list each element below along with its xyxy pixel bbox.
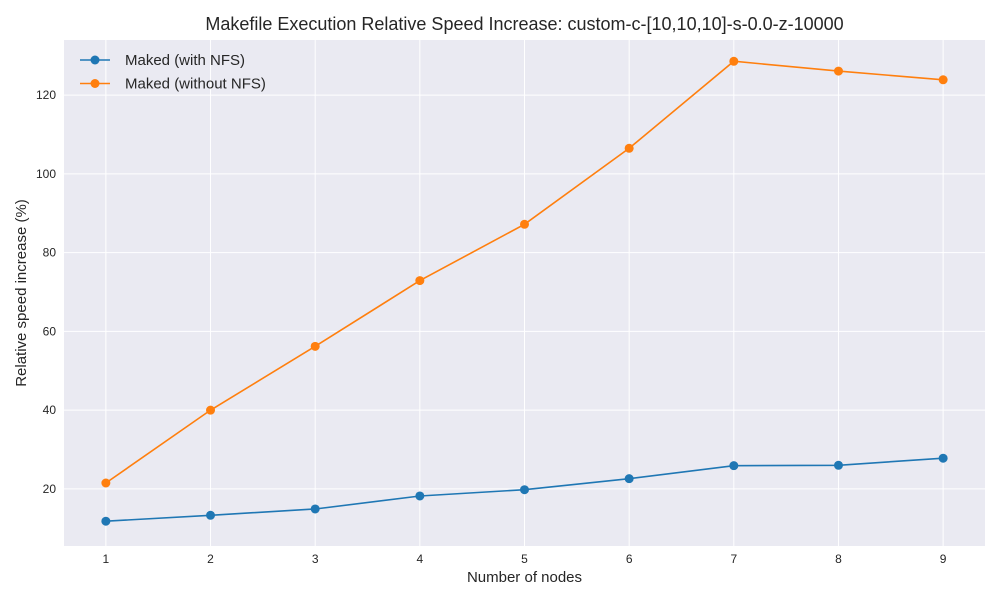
data-point bbox=[520, 219, 529, 229]
y-tick-label: 40 bbox=[43, 403, 57, 417]
y-tick-label: 80 bbox=[43, 246, 57, 260]
series-2 bbox=[101, 56, 948, 488]
data-point bbox=[101, 478, 111, 488]
y-tick-label: 20 bbox=[43, 482, 57, 496]
data-point bbox=[833, 66, 843, 76]
legend-marker bbox=[90, 55, 100, 65]
data-point bbox=[729, 461, 739, 471]
x-tick-label: 6 bbox=[626, 552, 633, 566]
x-tick-label: 5 bbox=[521, 552, 528, 566]
chart-title: Makefile Execution Relative Speed Increa… bbox=[205, 14, 843, 34]
y-tick-label: 120 bbox=[36, 88, 56, 102]
data-point bbox=[206, 510, 216, 520]
data-point bbox=[415, 491, 425, 501]
x-tick-label: 8 bbox=[835, 552, 842, 566]
x-axis-title: Number of nodes bbox=[467, 569, 582, 586]
legend-label: Maked (without NFS) bbox=[125, 76, 266, 93]
data-point bbox=[520, 485, 529, 495]
legend: Maked (with NFS) Maked (without NFS) bbox=[80, 52, 266, 93]
x-tick-label: 3 bbox=[312, 552, 319, 566]
x-tick-label: 7 bbox=[730, 552, 737, 566]
x-tick-label: 2 bbox=[207, 552, 214, 566]
x-tick-label: 4 bbox=[416, 552, 423, 566]
y-tick-label: 60 bbox=[43, 324, 57, 338]
x-tick-label: 9 bbox=[940, 552, 947, 566]
legend-label: Maked (with NFS) bbox=[125, 52, 245, 69]
x-tick-labels: 1 2 3 4 5 6 7 8 9 bbox=[103, 552, 947, 566]
legend-item: Maked (with NFS) bbox=[80, 52, 245, 69]
data-point bbox=[310, 341, 320, 351]
data-point bbox=[206, 405, 216, 415]
data-point bbox=[101, 516, 111, 526]
y-tick-label: 100 bbox=[36, 167, 56, 181]
data-point bbox=[310, 504, 320, 514]
data-point bbox=[729, 56, 739, 66]
data-point bbox=[624, 143, 634, 153]
y-axis-title: Relative speed increase (%) bbox=[13, 199, 30, 387]
data-point bbox=[833, 460, 843, 470]
legend-marker bbox=[90, 79, 100, 88]
data-point bbox=[415, 276, 425, 286]
y-tick-labels: 20 40 60 80 100 120 bbox=[36, 88, 56, 496]
data-point bbox=[938, 75, 948, 85]
data-point bbox=[938, 453, 948, 463]
series-layer bbox=[101, 56, 948, 526]
legend-item: Maked (without NFS) bbox=[80, 76, 266, 93]
series-1 bbox=[101, 453, 948, 526]
x-tick-label: 1 bbox=[103, 552, 110, 566]
data-point bbox=[624, 474, 634, 484]
